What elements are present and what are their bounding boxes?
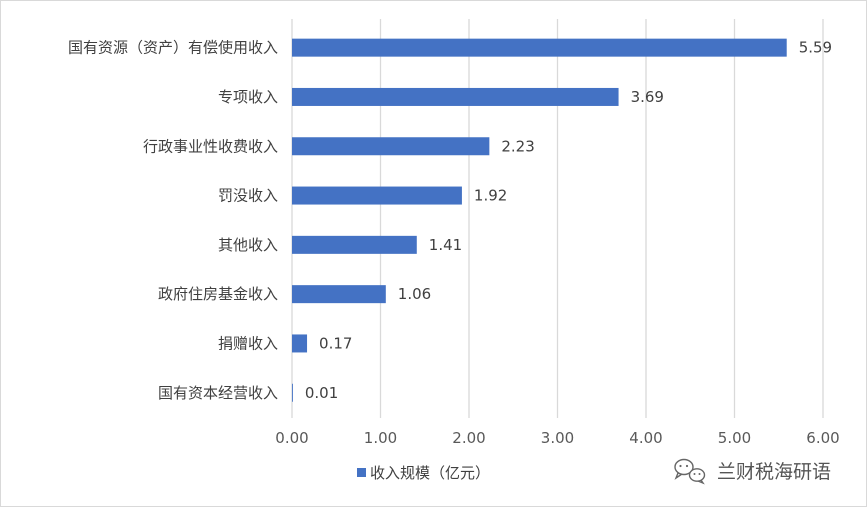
bars — [292, 38, 787, 402]
data-label: 1.41 — [429, 236, 462, 254]
bar — [292, 285, 386, 304]
x-tick-label: 4.00 — [629, 429, 662, 447]
watermark-text: 兰财税海研语 — [717, 461, 831, 483]
data-label: 3.69 — [631, 88, 664, 106]
bar — [292, 235, 417, 254]
bar — [292, 38, 787, 57]
category-label: 罚没收入 — [218, 187, 278, 205]
category-labels: 国有资源（资产）有偿使用收入专项收入行政事业性收费收入罚没收入其他收入政府住房基… — [68, 39, 278, 402]
category-label: 国有资本经营收入 — [158, 384, 278, 402]
data-label: 0.17 — [319, 334, 352, 352]
data-label: 1.06 — [398, 285, 431, 303]
x-tick-label: 5.00 — [718, 429, 751, 447]
category-label: 专项收入 — [218, 88, 278, 106]
category-label: 政府住房基金收入 — [158, 285, 278, 303]
bar — [292, 137, 490, 156]
x-axis-ticks: 0.00 1.00 2.00 3.00 4.00 5.00 6.00 — [275, 429, 839, 447]
legend-swatch — [357, 468, 366, 477]
x-tick-label: 1.00 — [364, 429, 397, 447]
data-label: 2.23 — [501, 137, 534, 155]
data-label: 5.59 — [799, 39, 832, 57]
bar — [292, 87, 619, 106]
category-label: 行政事业性收费收入 — [143, 137, 278, 155]
x-tick-label: 0.00 — [275, 429, 308, 447]
data-label: 0.01 — [305, 384, 338, 402]
category-label: 其他收入 — [218, 236, 278, 254]
watermark: 兰财税海研语 — [674, 458, 831, 485]
bar — [292, 186, 462, 205]
data-labels: 5.59 3.69 2.23 1.92 1.41 1.06 0.17 0.01 — [305, 39, 832, 402]
legend: 收入规模（亿元） — [357, 464, 490, 482]
x-tick-label: 3.00 — [541, 429, 574, 447]
x-tick-label: 6.00 — [806, 429, 839, 447]
data-label: 1.92 — [474, 187, 507, 205]
bar — [292, 334, 308, 353]
category-label: 国有资源（资产）有偿使用收入 — [68, 39, 278, 57]
x-tick-label: 2.00 — [452, 429, 485, 447]
wechat-icon — [674, 458, 706, 485]
gridlines — [291, 19, 824, 418]
legend-label: 收入规模（亿元） — [370, 464, 490, 482]
bar — [292, 383, 293, 402]
category-label: 捐赠收入 — [218, 334, 278, 352]
